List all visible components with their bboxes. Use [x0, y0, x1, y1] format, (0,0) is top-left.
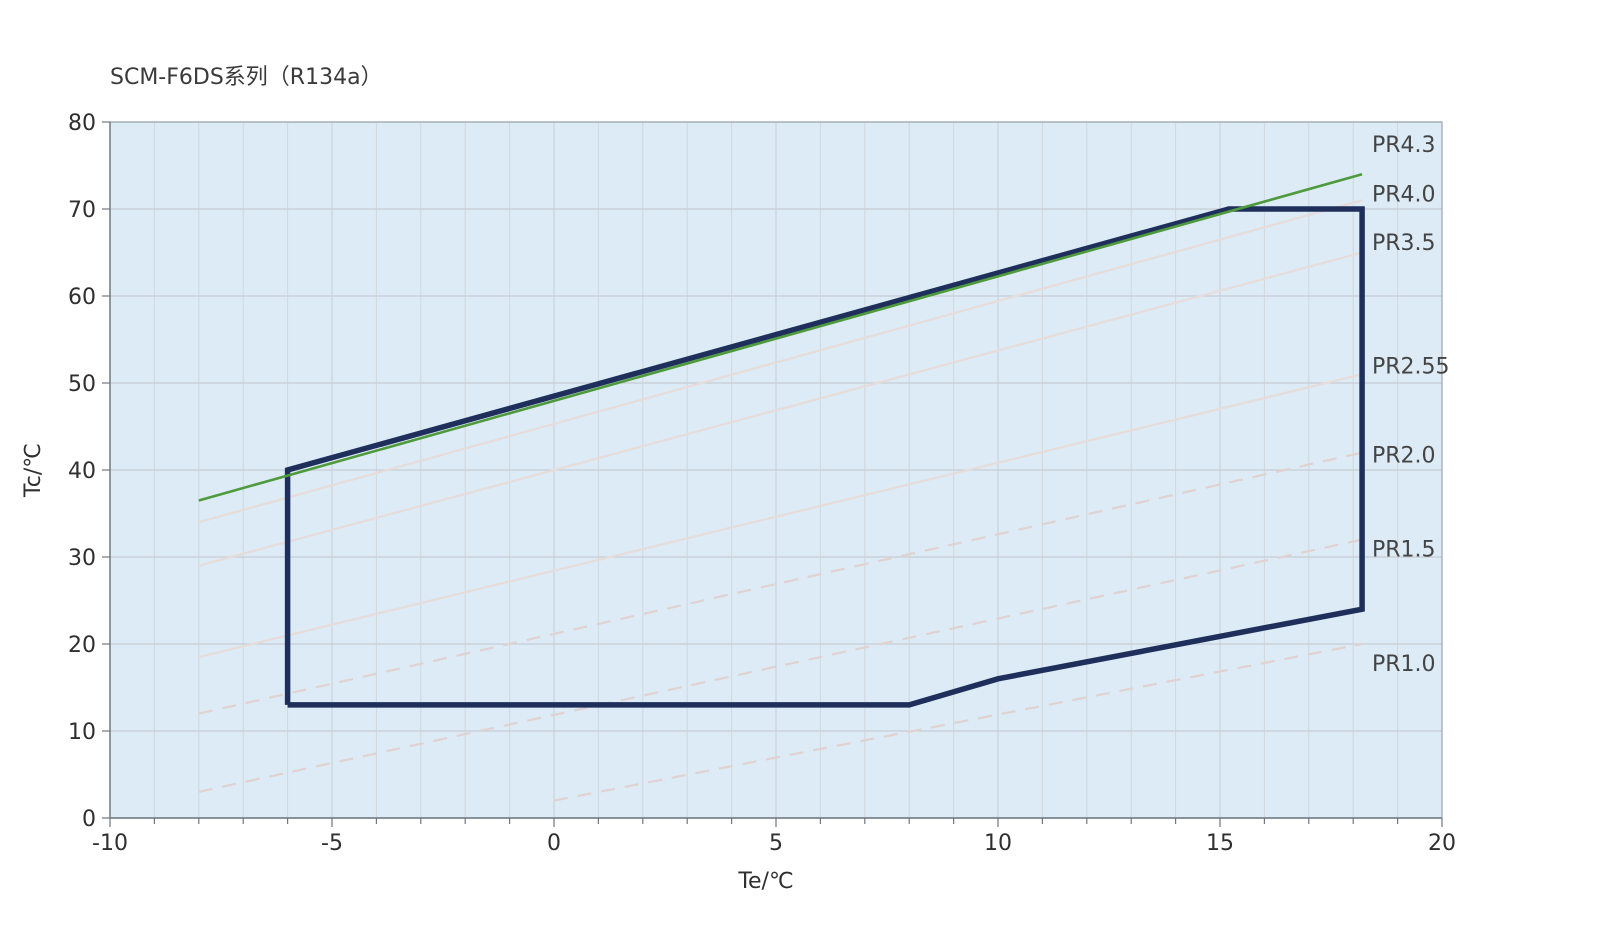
series-label: PR2.55 — [1372, 355, 1450, 380]
x-axis-title: Te/℃ — [737, 869, 793, 894]
y-tick-label: 40 — [68, 459, 96, 484]
y-axis-title: Tc/℃ — [21, 443, 46, 498]
x-tick-label: 15 — [1206, 831, 1234, 856]
series-label: PR4.3 — [1372, 133, 1436, 158]
y-tick-label: 10 — [68, 720, 96, 745]
x-tick-label: -5 — [321, 831, 343, 856]
pr-limit-line — [198, 172, 1363, 502]
pr-line-pr3-5 — [198, 251, 1363, 567]
y-tick-label: 50 — [68, 372, 96, 397]
pr-line-pr4-0 — [198, 199, 1363, 524]
y-tick-label: 20 — [68, 633, 96, 658]
y-tick-label: 80 — [68, 111, 96, 136]
x-tick-label: 20 — [1428, 831, 1456, 856]
series-label: PR2.0 — [1372, 443, 1436, 468]
pr-line-pr1-0 — [553, 642, 1363, 802]
series-label: PR1.0 — [1372, 652, 1436, 677]
x-tick-label: 10 — [984, 831, 1012, 856]
y-tick-label: 0 — [82, 807, 96, 832]
pr-line-pr2-55 — [198, 373, 1363, 659]
y-tick-label: 70 — [68, 198, 96, 223]
pr-line-pr2-0 — [198, 451, 1363, 715]
series-label: PR4.0 — [1372, 182, 1436, 207]
pr-line-pr1-5 — [198, 538, 1363, 793]
pr-lines — [198, 199, 1363, 802]
operating-envelope — [284, 206, 1365, 708]
y-tick-label: 60 — [68, 285, 96, 310]
plot-area: -10 -5 0 5 10 15 20 0 10 20 30 40 50 60 70 80 PR4.3 PR4.0… — [68, 111, 1456, 856]
y-tick-label: 30 — [68, 546, 96, 571]
x-tick-label: -10 — [92, 831, 128, 856]
x-tick-label: 0 — [547, 831, 561, 856]
series-label: PR1.5 — [1372, 537, 1436, 562]
chart-title: SCM-F6DS系列（R134a） — [110, 65, 383, 90]
x-tick-label: 5 — [769, 831, 783, 856]
series-label: PR3.5 — [1372, 231, 1436, 256]
